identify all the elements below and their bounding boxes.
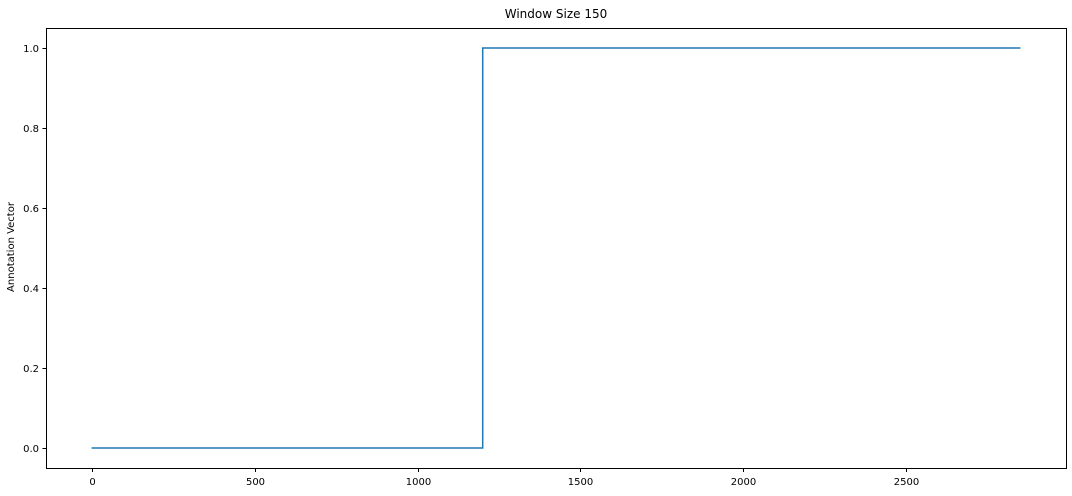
x-tick-label: 1500 xyxy=(568,477,593,488)
plot-frame xyxy=(46,28,1067,469)
y-tick-label: 0.2 xyxy=(23,364,39,375)
x-axis-ticks: 0 500 1000 1500 2000 2500 xyxy=(89,468,919,488)
y-tick-label: 0.6 xyxy=(23,204,39,215)
chart-title: Window Size 150 xyxy=(505,7,607,21)
x-tick-label: 2000 xyxy=(731,477,756,488)
y-axis-label: Annotation Vector xyxy=(6,201,17,292)
x-tick-label: 0 xyxy=(89,477,95,488)
x-tick-label: 2500 xyxy=(894,477,919,488)
y-tick-label: 1.0 xyxy=(23,44,39,55)
y-tick-label: 0.8 xyxy=(23,124,39,135)
y-tick-label: 0.4 xyxy=(23,284,39,295)
y-tick-label: 0.0 xyxy=(23,444,39,455)
x-tick-label: 1000 xyxy=(406,477,431,488)
series-layer xyxy=(91,47,1021,449)
x-tick-label: 500 xyxy=(246,477,265,488)
y-axis-ticks: 0.0 0.2 0.4 0.6 0.8 1.0 xyxy=(23,44,47,455)
series-line-annotation xyxy=(91,47,1021,449)
